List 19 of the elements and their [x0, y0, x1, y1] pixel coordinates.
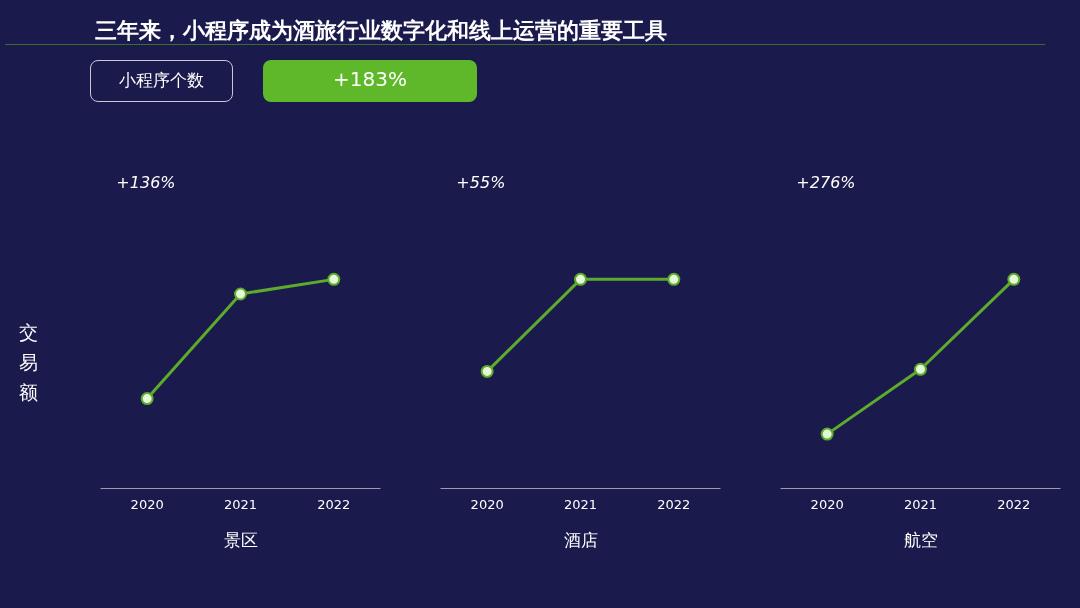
y-axis-title: 交易额: [19, 320, 39, 405]
text: +136%: [116, 172, 176, 192]
x-tick-label: 2021: [903, 496, 938, 512]
text: 三年来，小程序成为酒旅行业数字化和线上运营的重要工具: [95, 17, 667, 45]
x-axis-title: 酒店: [563, 529, 598, 550]
x-tick-label: 2020: [130, 496, 164, 512]
x-tick-label: 2022: [997, 496, 1031, 512]
x-tick-label: 2020: [470, 496, 504, 512]
text: 小程序个数: [119, 69, 204, 92]
text: +55%: [456, 172, 506, 192]
x-axis-title: 航空: [903, 529, 938, 550]
x-tick-label: 2022: [317, 496, 351, 512]
text: +183%: [333, 66, 407, 93]
x-tick-label: 2021: [223, 496, 258, 512]
x-tick-label: 2021: [563, 496, 598, 512]
x-tick-label: 2022: [657, 496, 691, 512]
x-axis-title: 景区: [223, 529, 258, 550]
x-tick-label: 2020: [810, 496, 844, 512]
text: +276%: [796, 172, 856, 192]
